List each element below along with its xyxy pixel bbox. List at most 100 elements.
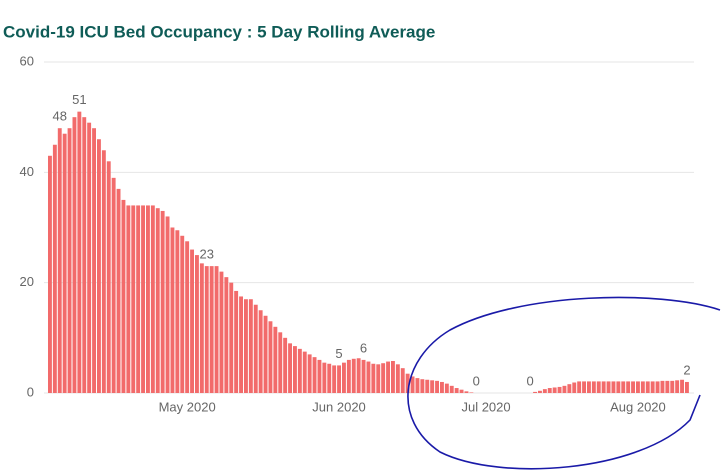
bar bbox=[449, 385, 454, 393]
data-label: 51 bbox=[72, 92, 86, 107]
bar bbox=[219, 271, 224, 393]
bar bbox=[52, 144, 57, 393]
bar bbox=[342, 362, 346, 393]
bar bbox=[381, 363, 386, 393]
data-label: 0 bbox=[473, 373, 480, 388]
bar bbox=[82, 117, 87, 394]
bar bbox=[111, 177, 116, 393]
bar bbox=[435, 380, 439, 393]
bar bbox=[136, 205, 141, 393]
bar bbox=[239, 296, 243, 393]
bar bbox=[302, 351, 307, 393]
bar bbox=[533, 391, 537, 393]
bar bbox=[376, 364, 381, 393]
bar bbox=[591, 381, 596, 393]
bar bbox=[415, 378, 420, 393]
bar bbox=[288, 343, 292, 393]
bar bbox=[366, 361, 371, 393]
bar bbox=[640, 381, 645, 393]
bar bbox=[454, 388, 459, 393]
bar bbox=[440, 381, 444, 393]
bar bbox=[209, 266, 214, 393]
chart-title: Covid-19 ICU Bed Occupancy : 5 Day Rolli… bbox=[3, 22, 435, 41]
bar bbox=[97, 139, 101, 393]
bar bbox=[606, 381, 611, 393]
bar bbox=[141, 205, 145, 393]
bar bbox=[557, 386, 562, 393]
bar bbox=[405, 373, 410, 393]
bar bbox=[77, 111, 82, 394]
bar bbox=[616, 381, 621, 393]
bar bbox=[420, 379, 425, 393]
bar bbox=[155, 208, 160, 393]
data-label: 0 bbox=[527, 373, 534, 388]
bar bbox=[444, 383, 449, 393]
bar bbox=[317, 359, 322, 393]
bar bbox=[248, 299, 253, 393]
bar bbox=[273, 326, 278, 393]
bar bbox=[62, 133, 67, 393]
data-label: 2 bbox=[683, 362, 690, 377]
bar bbox=[146, 205, 150, 393]
bar bbox=[253, 304, 258, 393]
bar bbox=[72, 117, 77, 394]
bar bbox=[611, 381, 616, 393]
bar bbox=[160, 210, 165, 393]
y-tick-label: 40 bbox=[20, 164, 34, 179]
bar bbox=[621, 381, 626, 393]
bar bbox=[150, 205, 155, 393]
bar bbox=[650, 381, 655, 393]
bar bbox=[626, 381, 631, 393]
bar bbox=[587, 381, 591, 393]
bar bbox=[297, 348, 302, 393]
data-label: 23 bbox=[200, 247, 214, 262]
y-tick-label: 60 bbox=[20, 53, 34, 68]
bar bbox=[464, 391, 469, 393]
bar bbox=[283, 337, 288, 393]
bar bbox=[170, 227, 175, 393]
bar bbox=[244, 299, 248, 393]
bar bbox=[224, 277, 229, 393]
y-tick-label: 0 bbox=[27, 384, 34, 399]
x-tick-label: May 2020 bbox=[159, 399, 216, 414]
bar bbox=[278, 332, 283, 393]
bar bbox=[131, 205, 136, 393]
bar bbox=[552, 387, 557, 393]
bar bbox=[263, 315, 268, 393]
bar bbox=[459, 389, 464, 393]
bar bbox=[337, 365, 341, 393]
bar bbox=[562, 385, 567, 393]
bar bbox=[180, 235, 185, 393]
bar bbox=[685, 381, 689, 393]
bar bbox=[542, 389, 547, 393]
bar bbox=[293, 346, 297, 393]
bar bbox=[234, 290, 239, 393]
bar bbox=[57, 128, 62, 393]
bar bbox=[567, 384, 572, 393]
bar bbox=[577, 381, 582, 393]
bar bbox=[322, 362, 327, 393]
bar bbox=[582, 381, 586, 393]
bar bbox=[596, 381, 601, 393]
data-label: 5 bbox=[335, 346, 342, 361]
bar bbox=[229, 282, 234, 393]
bar bbox=[645, 381, 650, 393]
bar bbox=[214, 266, 219, 393]
bar bbox=[410, 376, 415, 393]
bar bbox=[356, 358, 361, 393]
bar bbox=[185, 241, 190, 393]
bar bbox=[391, 361, 395, 393]
data-label: 6 bbox=[360, 340, 367, 355]
bar bbox=[601, 381, 606, 393]
bar bbox=[92, 128, 96, 393]
bar bbox=[636, 381, 640, 393]
bar bbox=[680, 379, 684, 393]
bar bbox=[660, 380, 665, 393]
bar bbox=[371, 363, 376, 393]
bar bbox=[121, 199, 126, 393]
bar bbox=[48, 155, 52, 393]
bar bbox=[469, 392, 474, 393]
bar bbox=[204, 266, 209, 393]
y-tick-label: 20 bbox=[20, 274, 34, 289]
